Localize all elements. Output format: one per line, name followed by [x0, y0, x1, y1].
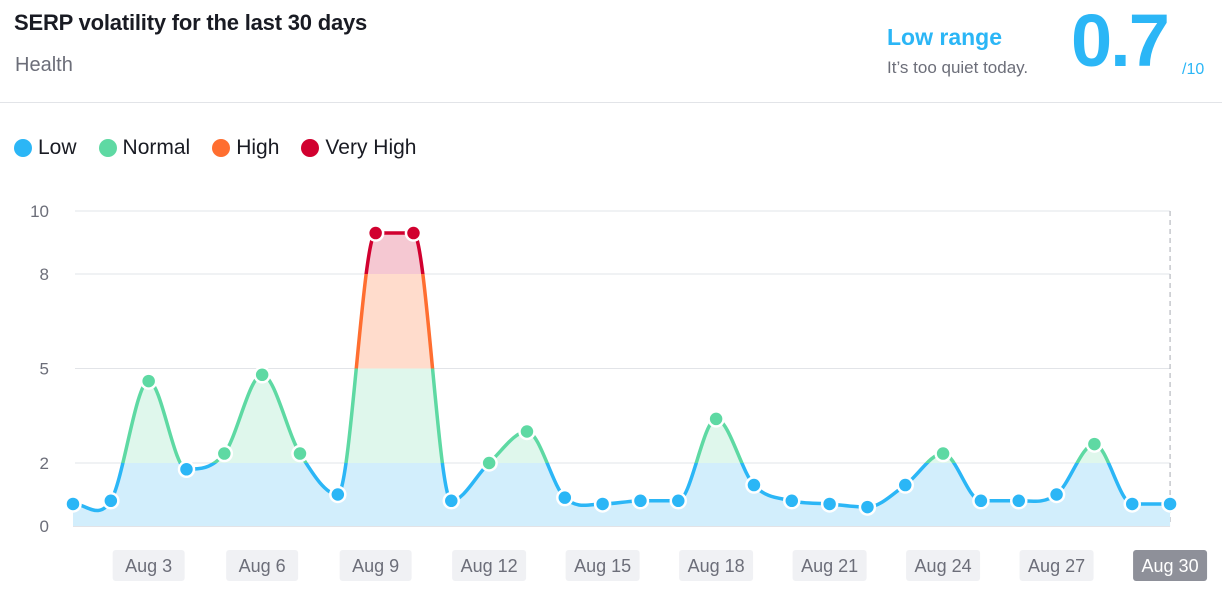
range-description: It’s too quiet today. [887, 58, 1029, 77]
data-point-aug-23 [896, 476, 915, 494]
volatility-score-max: /10 [1182, 61, 1205, 78]
data-point-aug-25 [972, 492, 990, 510]
data-point-aug-16 [631, 492, 650, 510]
y-tick-label-0: 0 [40, 517, 49, 536]
x-tick-badge-day-9 [339, 550, 412, 581]
x-tick-label-day-9: Aug 9 [352, 556, 399, 576]
data-point-aug-26 [1010, 492, 1028, 510]
data-point-aug-12 [480, 454, 498, 472]
data-point-aug-13 [518, 422, 536, 441]
data-point-aug-19 [745, 476, 763, 494]
legend: Low Normal High Very High [14, 136, 416, 160]
x-tick-badge-day-12 [452, 550, 527, 581]
x-tick-badge-day-24 [906, 550, 981, 581]
data-point-aug-8 [329, 485, 347, 504]
x-tick-label-day-6: Aug 6 [239, 556, 286, 576]
legend-label-high: High [236, 136, 280, 159]
data-point-aug-18 [707, 410, 725, 428]
x-tick-badge-day-6 [226, 550, 299, 581]
y-tick-label-5: 5 [40, 360, 49, 379]
data-point-aug-17 [669, 492, 688, 510]
series-line-normal [121, 368, 1111, 463]
data-point-aug-1 [64, 495, 82, 513]
y-tick-label-8: 8 [40, 265, 49, 284]
range-label: Low range [887, 24, 1003, 50]
data-point-aug-14 [556, 488, 574, 507]
data-point-aug-7 [291, 444, 309, 463]
data-point-aug-15 [593, 495, 612, 513]
x-tick-badge-day-15 [565, 550, 640, 581]
area-fill-normal [122, 368, 1109, 463]
data-point-aug-9 [366, 224, 385, 242]
legend-dot-high [212, 139, 231, 157]
data-point-aug-28 [1085, 435, 1104, 453]
x-tick-label-day-3: Aug 3 [125, 556, 172, 576]
area-fill-low [73, 463, 1171, 526]
legend-item-high[interactable]: High [212, 136, 279, 160]
data-point-aug-2 [102, 492, 120, 510]
chart-header: SERP volatility for the last 30 days Hea… [0, 0, 1222, 103]
data-point-aug-30 [1161, 495, 1179, 513]
area-fill-high [356, 274, 433, 369]
legend-dot-very-high [301, 139, 320, 157]
legend-label-very-high: Very High [325, 136, 417, 159]
x-tick-badge-day-30 [1133, 550, 1208, 581]
x-tick-label-day-15: Aug 15 [574, 556, 631, 576]
data-point-aug-21 [820, 495, 839, 513]
x-tick-badge-day-21 [792, 550, 867, 581]
data-point-aug-5 [215, 444, 234, 463]
data-point-aug-11 [442, 492, 461, 510]
x-tick-label-day-12: Aug 12 [461, 556, 518, 576]
data-point-aug-22 [858, 498, 877, 516]
data-point-aug-10 [404, 224, 423, 242]
legend-dot-normal [98, 139, 117, 157]
legend-label-normal: Normal [122, 136, 191, 159]
y-tick-label-2: 2 [40, 454, 49, 473]
chart-title: SERP volatility for the last 30 days [14, 10, 368, 35]
x-tick-label-day-18: Aug 18 [688, 556, 745, 576]
x-tick-badge-day-18 [679, 550, 754, 581]
data-point-aug-20 [783, 492, 801, 510]
data-point-aug-6 [253, 366, 271, 384]
data-point-aug-3 [139, 372, 158, 390]
legend-item-low[interactable]: Low [14, 136, 77, 160]
x-tick-badge-day-27 [1019, 550, 1094, 581]
legend-item-very-high[interactable]: Very High [301, 136, 416, 160]
category-subtitle: Health [15, 54, 73, 76]
area-fill-veryHigh [366, 233, 423, 274]
x-tick-label-day-27: Aug 27 [1028, 556, 1085, 576]
data-point-aug-27 [1047, 485, 1066, 504]
x-tick-badge-day-3 [112, 550, 185, 581]
legend-item-normal[interactable]: Normal [98, 136, 191, 160]
x-tick-label-day-21: Aug 21 [801, 556, 858, 576]
data-point-aug-4 [177, 460, 196, 479]
volatility-score: 0.7 [1071, 0, 1170, 82]
data-point-aug-29 [1123, 495, 1141, 513]
x-tick-label-day-24: Aug 24 [915, 556, 972, 576]
data-point-aug-24 [934, 444, 952, 463]
legend-dot-low [14, 139, 32, 157]
x-tick-label-day-30: Aug 30 [1142, 556, 1199, 576]
legend-label-low: Low [38, 136, 77, 159]
y-tick-label-10: 10 [30, 202, 49, 221]
